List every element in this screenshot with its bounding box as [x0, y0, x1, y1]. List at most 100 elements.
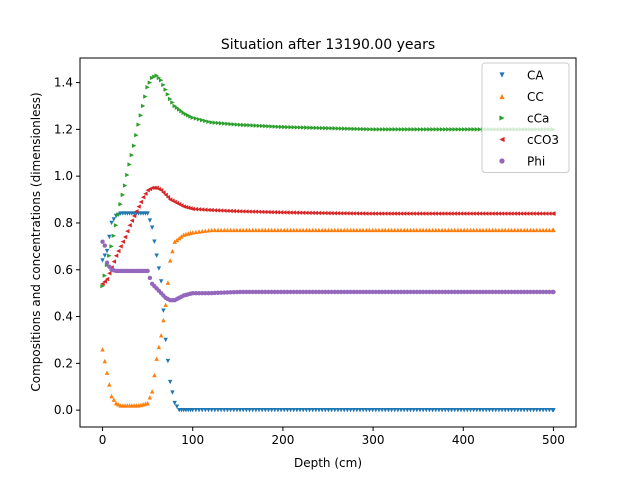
data-point-cco3 [354, 211, 360, 216]
data-point-ca [326, 407, 331, 413]
data-point-ca [411, 407, 416, 413]
data-point-cc [319, 227, 325, 233]
data-point-cca [392, 127, 397, 132]
data-point-cca [449, 127, 454, 132]
data-point-cco3 [297, 210, 303, 215]
data-point-phi [493, 289, 498, 295]
data-point-phi [209, 290, 214, 296]
data-point-cc [465, 227, 470, 233]
data-point-ca [351, 407, 356, 413]
data-point-cco3 [218, 208, 224, 213]
legend-label-cc: CC [527, 90, 544, 104]
data-point-cco3 [244, 209, 249, 214]
data-point-cca [222, 121, 227, 126]
data-point-cc [234, 227, 240, 233]
data-point-ca [278, 407, 284, 413]
data-point-ca [509, 407, 514, 413]
data-point-cca [193, 116, 199, 121]
data-point-phi [231, 289, 236, 295]
data-point-ca [102, 253, 107, 258]
data-point-cc [351, 227, 356, 233]
data-point-cco3 [443, 211, 448, 216]
data-point-phi [430, 289, 435, 295]
data-point-ca [154, 253, 159, 258]
data-point-phi [395, 289, 401, 295]
data-point-cc [244, 227, 249, 233]
data-point-cco3 [383, 211, 388, 216]
data-point-cc [263, 227, 268, 233]
data-point-ca [540, 407, 546, 413]
data-point-cco3 [319, 210, 325, 216]
data-point-cco3 [301, 210, 306, 215]
data-point-cc [518, 227, 524, 233]
data-point-cco3 [367, 211, 372, 216]
data-point-cco3 [351, 211, 356, 216]
data-point-cco3 [163, 192, 168, 198]
data-point-cc [291, 227, 296, 233]
data-point-phi [348, 289, 353, 295]
data-point-cca [253, 123, 259, 128]
data-point-ca [297, 407, 303, 413]
data-point-phi [405, 289, 410, 295]
data-point-cc [222, 227, 227, 233]
data-point-ca [386, 407, 391, 413]
data-point-cc [398, 227, 404, 233]
data-point-cc [259, 227, 265, 233]
data-point-cco3 [288, 210, 293, 215]
data-point-ca [531, 407, 536, 413]
data-point-phi [389, 289, 394, 295]
data-point-cc [323, 227, 328, 233]
data-point-cca [398, 127, 404, 132]
data-point-cc [247, 227, 252, 233]
data-point-ca [203, 407, 208, 413]
data-point-ca [490, 407, 495, 413]
data-point-cco3 [263, 209, 268, 215]
data-point-cca [266, 124, 271, 129]
data-point-cca [134, 133, 139, 138]
data-point-ca [196, 407, 202, 413]
data-point-cc [199, 228, 205, 234]
data-point-cc [113, 400, 119, 406]
data-point-ca [158, 279, 164, 284]
data-point-cco3 [212, 208, 218, 213]
data-point-phi [373, 289, 378, 295]
data-point-ca [389, 407, 394, 413]
data-point-phi [544, 289, 549, 295]
data-point-ca [212, 407, 218, 413]
data-point-phi [100, 239, 105, 244]
data-point-cc [414, 227, 420, 233]
data-point-cco3 [310, 210, 315, 216]
data-point-cc [427, 227, 432, 233]
data-point-cca [288, 125, 293, 130]
data-point-phi [345, 289, 350, 295]
data-point-cco3 [427, 211, 432, 216]
data-point-cca [120, 192, 126, 198]
data-point-ca [291, 407, 296, 413]
data-point-ca [228, 407, 233, 413]
data-point-ca [332, 407, 337, 413]
data-point-ca [443, 407, 448, 413]
data-point-ca [161, 308, 166, 313]
data-point-cc [354, 227, 360, 233]
data-point-phi [285, 289, 290, 295]
data-point-ca [379, 407, 385, 413]
data-point-cco3 [329, 210, 334, 216]
data-point-cca [364, 126, 369, 132]
data-point-phi [496, 289, 502, 295]
data-point-ca [259, 407, 265, 413]
data-point-cco3 [122, 234, 128, 240]
data-point-phi [471, 289, 476, 295]
data-point-ca [345, 407, 350, 413]
data-point-ca [376, 407, 382, 413]
legend-marker-cco3 [499, 136, 505, 143]
data-point-cc [326, 227, 331, 233]
data-point-phi [540, 289, 546, 295]
data-point-cco3 [547, 211, 552, 216]
data-point-phi [332, 289, 337, 295]
data-point-cca [471, 127, 476, 132]
data-point-cca [360, 126, 366, 132]
data-point-phi [237, 289, 243, 295]
data-point-cco3 [402, 211, 407, 216]
data-point-cca [313, 125, 319, 131]
data-point-phi [288, 289, 293, 295]
